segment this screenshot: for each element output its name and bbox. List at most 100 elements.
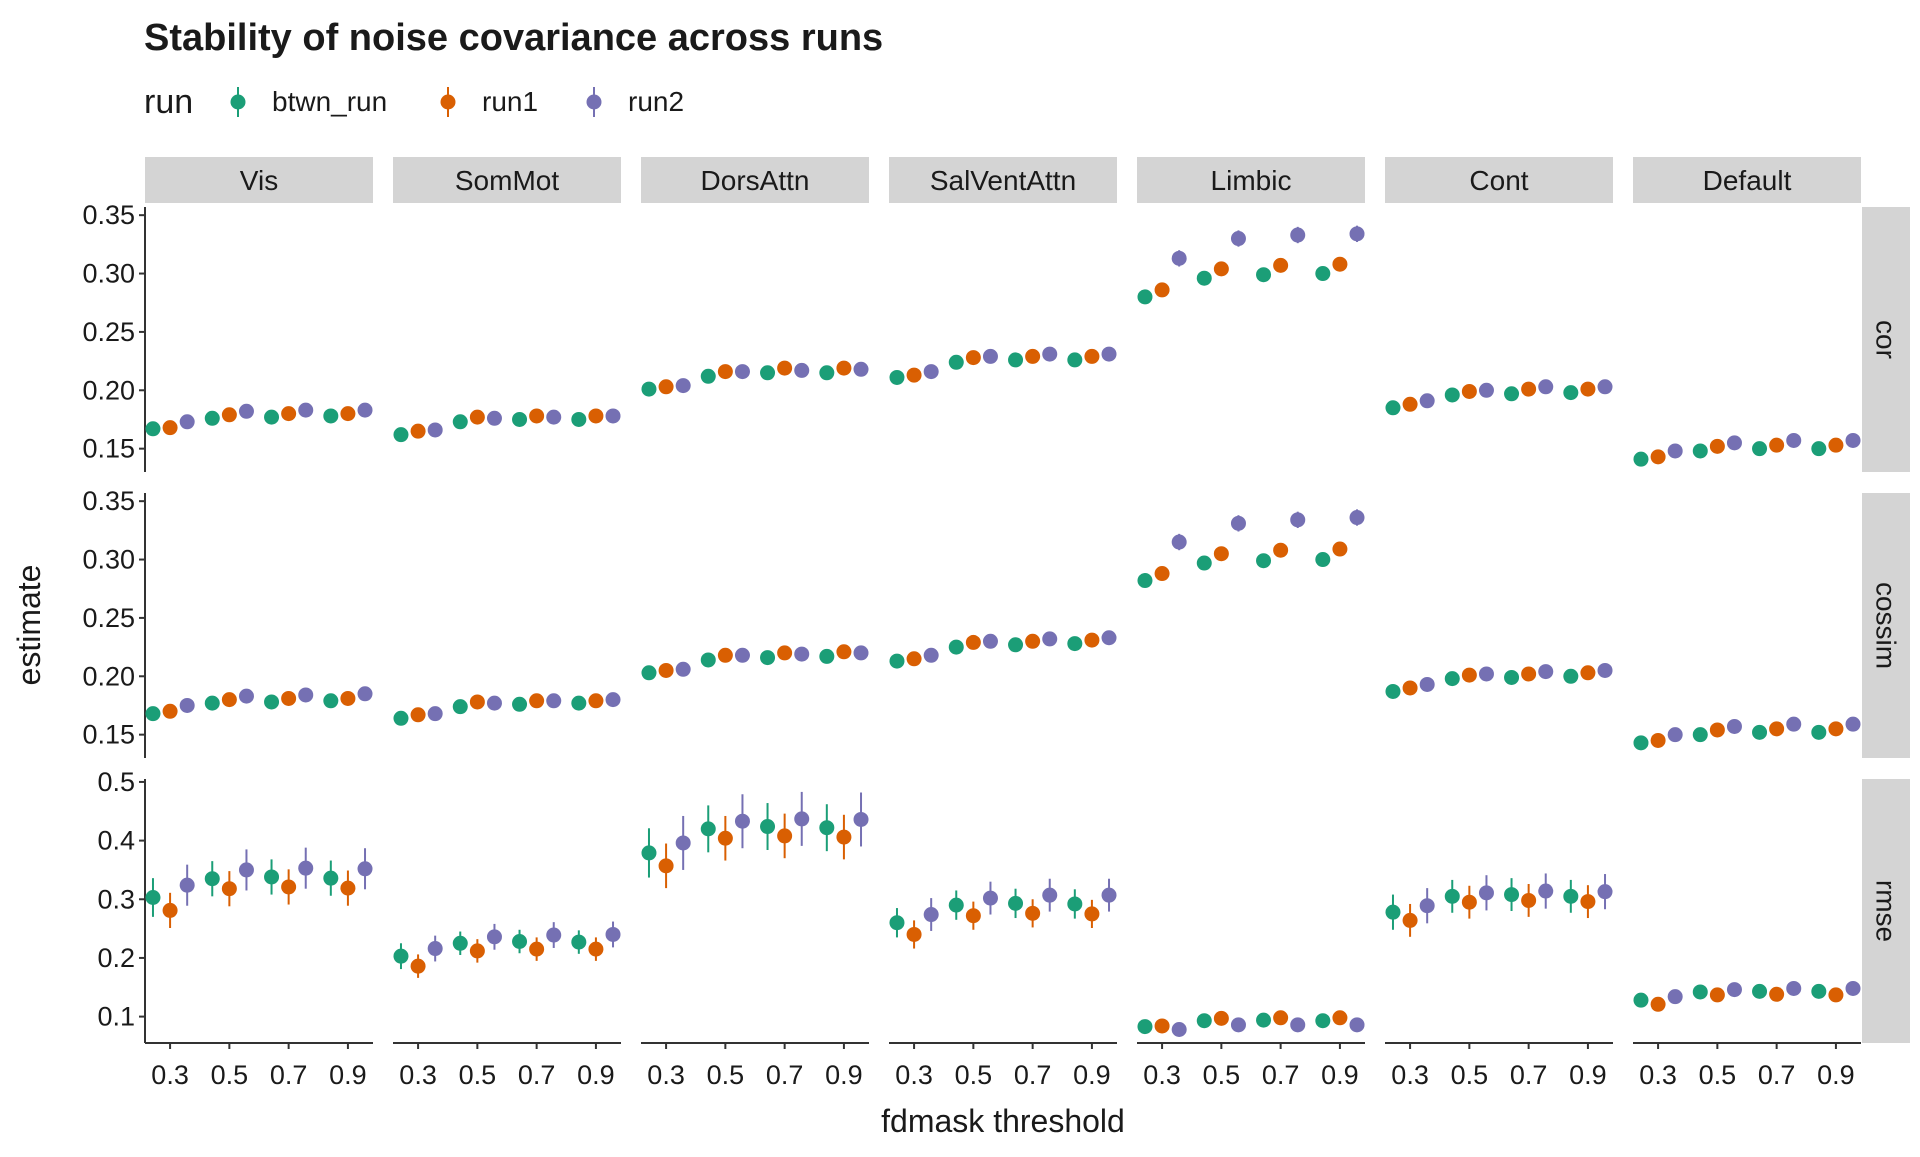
x-axis-limbic: 0.3 0.5 0.7 0.9 [1137, 1042, 1365, 1090]
strip-label: Vis [240, 165, 278, 196]
point-btwn_run [452, 935, 468, 951]
point-run1 [340, 690, 356, 706]
point-run2 [1845, 980, 1861, 996]
point-btwn_run [948, 897, 964, 913]
x-tick-label: 0.9 [825, 1060, 863, 1090]
point-btwn_run [1504, 887, 1520, 903]
point-run2 [298, 687, 314, 703]
point-run2 [1597, 884, 1613, 900]
x-axis-dorsattn: 0.3 0.5 0.7 0.9 [641, 1042, 869, 1090]
point-btwn_run [145, 421, 161, 437]
point-run1 [1213, 261, 1229, 277]
point-run2 [853, 361, 869, 377]
point-run2 [923, 647, 939, 663]
panel-cor-cont [1385, 379, 1613, 416]
point-run1 [965, 908, 981, 924]
point-run1 [410, 958, 426, 974]
y-tick-label: 0.35 [82, 200, 135, 230]
point-run1 [281, 879, 297, 895]
point-run2 [179, 877, 195, 893]
point-btwn_run [512, 411, 528, 427]
point-run2 [734, 647, 750, 663]
point-run1 [529, 408, 545, 424]
point-run1 [906, 367, 922, 383]
point-run1 [1769, 437, 1785, 453]
point-run1 [658, 858, 674, 874]
point-btwn_run [1444, 671, 1460, 687]
point-btwn_run [204, 871, 220, 887]
point-btwn_run [145, 890, 161, 906]
legend-item-run1: run1 [440, 86, 538, 117]
point-run1 [529, 941, 545, 957]
x-tick-label: 0.5 [1699, 1060, 1737, 1090]
point-run1 [1273, 257, 1289, 273]
point-btwn_run [1196, 555, 1212, 571]
strip-cossim: cossim [1862, 493, 1910, 758]
point-btwn_run [323, 408, 339, 424]
x-tick-label: 0.9 [1073, 1060, 1111, 1090]
point-btwn_run [1563, 668, 1579, 684]
point-run2 [546, 693, 562, 709]
point-btwn_run [948, 639, 964, 655]
x-tick-label: 0.3 [647, 1060, 685, 1090]
point-run2 [675, 835, 691, 851]
point-run1 [1084, 906, 1100, 922]
point-btwn_run [1692, 727, 1708, 743]
point-run2 [1726, 982, 1742, 998]
point-btwn_run [1385, 683, 1401, 699]
x-tick-label: 0.5 [1203, 1060, 1241, 1090]
point-btwn_run [819, 820, 835, 836]
point-run1 [1709, 722, 1725, 738]
point-run1 [717, 364, 733, 380]
panel-cossim-default [1633, 716, 1861, 751]
point-run1 [1025, 905, 1041, 921]
point-run2 [357, 686, 373, 702]
point-btwn_run [1008, 352, 1024, 368]
point-run2 [1230, 231, 1246, 247]
point-run2 [1230, 1017, 1246, 1033]
strip-background [1137, 157, 1365, 203]
x-tick-label: 0.7 [1262, 1060, 1300, 1090]
point-run2 [605, 408, 621, 424]
point-run1 [1709, 438, 1725, 454]
x-tick-label: 0.7 [1014, 1060, 1052, 1090]
x-tick-label: 0.3 [1391, 1060, 1429, 1090]
point-run2 [1597, 662, 1613, 678]
point-run2 [794, 362, 810, 378]
point-btwn_run [641, 665, 657, 681]
x-tick-label: 0.7 [518, 1060, 556, 1090]
point-btwn_run [1196, 270, 1212, 286]
point-run1 [1025, 348, 1041, 364]
strip-vis: Vis [145, 157, 373, 203]
point-btwn_run [1752, 983, 1768, 999]
point-run2 [1786, 980, 1802, 996]
point-run1 [162, 703, 178, 719]
point-run2 [486, 929, 502, 945]
point-run1 [340, 406, 356, 422]
panel-cor-dorsattn [641, 360, 869, 397]
point-run1 [281, 406, 297, 422]
point-run2 [1101, 346, 1117, 362]
point-run1 [1402, 680, 1418, 696]
strip-label: DorsAttn [701, 165, 810, 196]
point-run2 [1419, 393, 1435, 409]
panel-rmse-limbic [1137, 1010, 1365, 1038]
point-run2 [1230, 515, 1246, 531]
panel-rmse-default [1633, 980, 1861, 1012]
point-btwn_run [1752, 724, 1768, 740]
legend: run btwn_run run1 run2 [144, 83, 684, 121]
strip-background [641, 157, 869, 203]
strip-label: cossim [1871, 582, 1902, 669]
point-run1 [588, 941, 604, 957]
point-run2 [734, 364, 750, 380]
y-tick-label: 0.20 [82, 661, 135, 691]
strip-label: SomMot [455, 165, 559, 196]
point-run2 [1667, 727, 1683, 743]
point-btwn_run [1385, 904, 1401, 920]
panel-cor-vis [145, 402, 373, 437]
point-run1 [221, 881, 237, 897]
point-run1 [1273, 542, 1289, 558]
x-tick-label: 0.7 [1758, 1060, 1796, 1090]
legend-label-run1: run1 [482, 86, 538, 117]
